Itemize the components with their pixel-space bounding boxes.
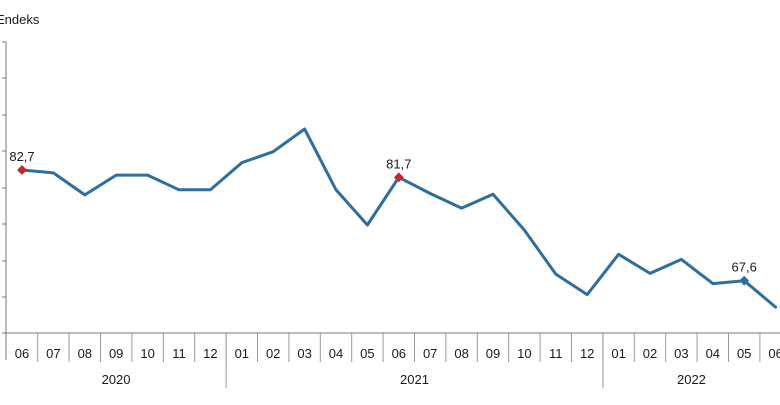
x-tick-label: 08 bbox=[454, 346, 468, 361]
x-tick-label: 10 bbox=[140, 346, 154, 361]
year-label: 2022 bbox=[677, 372, 706, 387]
y-axis-label: Endeks bbox=[0, 12, 40, 27]
x-tick-label: 09 bbox=[486, 346, 500, 361]
x-tick-label: 03 bbox=[297, 346, 311, 361]
x-tick-label: 09 bbox=[109, 346, 123, 361]
data-point-marker bbox=[17, 165, 27, 175]
data-label: 67,6 bbox=[732, 260, 757, 275]
data-point-marker bbox=[393, 172, 404, 183]
x-tick-label: 05 bbox=[737, 346, 751, 361]
x-tick-label: 02 bbox=[266, 346, 280, 361]
year-label: 2021 bbox=[400, 372, 429, 387]
x-tick-label: 06 bbox=[392, 346, 406, 361]
x-tick-label: 08 bbox=[78, 346, 92, 361]
x-tick-label: 01 bbox=[235, 346, 249, 361]
x-tick-label: 01 bbox=[611, 346, 625, 361]
x-tick-label: 02 bbox=[643, 346, 657, 361]
x-tick-label: 11 bbox=[172, 346, 186, 361]
data-label: 82,7 bbox=[9, 149, 34, 164]
data-point-marker bbox=[739, 275, 750, 286]
x-tick-label: 07 bbox=[423, 346, 437, 361]
x-tick-label: 03 bbox=[674, 346, 688, 361]
x-tick-label: 07 bbox=[46, 346, 60, 361]
x-tick-label: 12 bbox=[203, 346, 217, 361]
x-tick-label: 12 bbox=[580, 346, 594, 361]
data-label: 81,7 bbox=[386, 156, 411, 171]
x-tick-label: 06 bbox=[768, 346, 780, 361]
x-tick-label: 11 bbox=[549, 346, 563, 361]
year-label: 2020 bbox=[102, 372, 131, 387]
x-tick-label: 06 bbox=[15, 346, 29, 361]
x-tick-label: 10 bbox=[517, 346, 531, 361]
x-tick-label: 05 bbox=[360, 346, 374, 361]
x-tick-label: 04 bbox=[706, 346, 720, 361]
x-tick-label: 04 bbox=[329, 346, 343, 361]
